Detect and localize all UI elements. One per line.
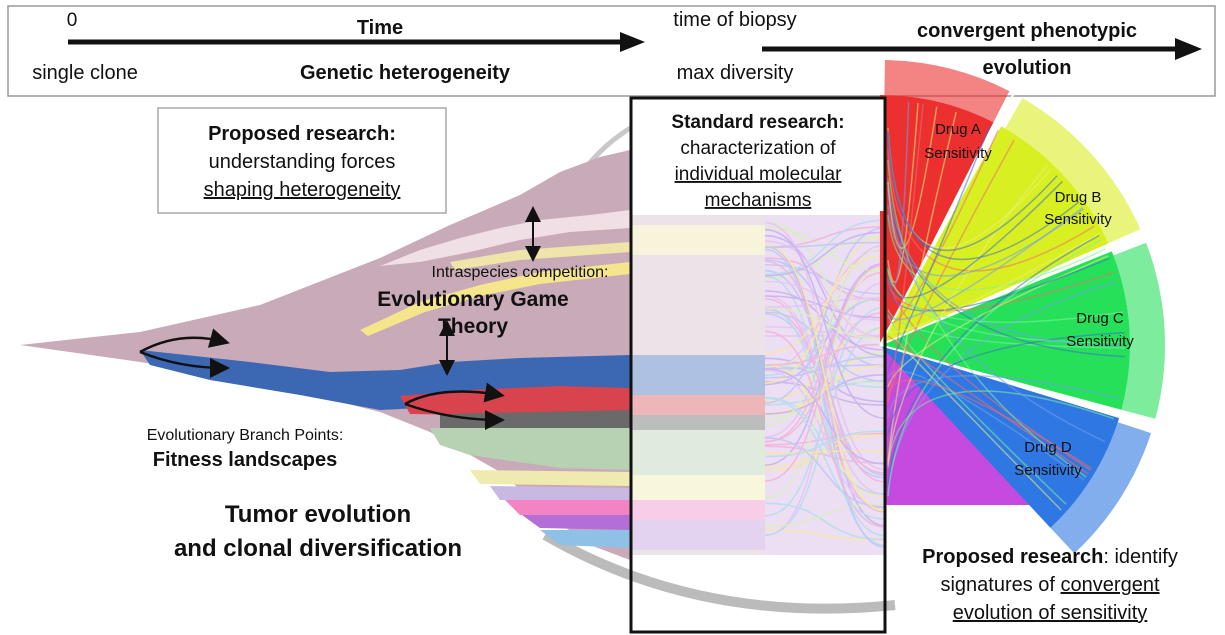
tumor-title: and clonal diversification (174, 535, 462, 562)
drug-label: Sensitivity (1014, 462, 1082, 479)
drug-name: Drug D (1024, 439, 1072, 456)
clone-band (630, 430, 765, 475)
branch-title: Fitness landscapes (153, 449, 338, 471)
drug-label: Sensitivity (1044, 211, 1112, 228)
timeline-start: 0 (67, 10, 78, 31)
clone-band (470, 470, 630, 486)
drug-name: Drug C (1076, 310, 1124, 327)
game-theory-title: Evolutionary Game (377, 288, 568, 311)
convergence-label: evolution (983, 57, 1072, 79)
drug-label: Sensitivity (924, 145, 992, 162)
clone-band (630, 395, 765, 415)
clone-band (505, 500, 630, 515)
convergence-text: signatures of convergent (940, 574, 1159, 596)
heterogeneity-label: Genetic heterogeneity (300, 62, 511, 84)
convergence-text: Proposed research: identify (922, 546, 1178, 568)
timeline-start-label: single clone (32, 62, 138, 84)
proposed-heading: Proposed research: (208, 123, 396, 145)
convergence-text: evolution of sensitivity (953, 602, 1148, 624)
convergence-link: convergent (1061, 574, 1160, 596)
tumor-title: Tumor evolution (225, 501, 411, 528)
clone-band (630, 355, 765, 395)
standard-heading: Standard research: (671, 112, 844, 133)
clone-band (630, 225, 765, 255)
clone-band (522, 515, 630, 530)
timeline-axis-label: Time (357, 17, 403, 39)
game-theory-title: Theory (438, 315, 508, 338)
timeline-biopsy: time of biopsy (673, 9, 796, 31)
chord-lines (765, 215, 885, 555)
proposed-text: shaping heterogeneity (204, 179, 401, 201)
clone-band (490, 486, 630, 500)
clone-band (630, 520, 765, 550)
biopsy-label: max diversity (677, 62, 794, 84)
convergence-label: convergent phenotypic (917, 20, 1137, 42)
standard-text: characterization of (680, 138, 836, 159)
drug-label: Sensitivity (1066, 333, 1134, 350)
drug-name: Drug A (935, 121, 981, 138)
game-theory-caption: Intraspecies competition: (432, 264, 609, 281)
figure: 0 Time time of biopsy convergent phenoty… (0, 0, 1225, 635)
standard-text: individual molecular (675, 164, 843, 185)
clone-band (630, 415, 765, 430)
convergence-heading: Proposed research (922, 546, 1103, 568)
page: 0 Time time of biopsy convergent phenoty… (0, 0, 1225, 635)
clone-band (630, 500, 765, 520)
branch-caption: Evolutionary Branch Points: (147, 427, 344, 444)
convergence-text-part: : identify (1103, 546, 1177, 568)
proposed-text: understanding forces (209, 151, 396, 173)
faded-clones (630, 215, 765, 555)
convergence-text-part: signatures of (940, 574, 1055, 596)
clone-band (630, 475, 765, 500)
chord-diagram (880, 60, 1165, 553)
drug-name: Drug B (1055, 189, 1102, 206)
standard-text: mechanisms (705, 190, 812, 211)
